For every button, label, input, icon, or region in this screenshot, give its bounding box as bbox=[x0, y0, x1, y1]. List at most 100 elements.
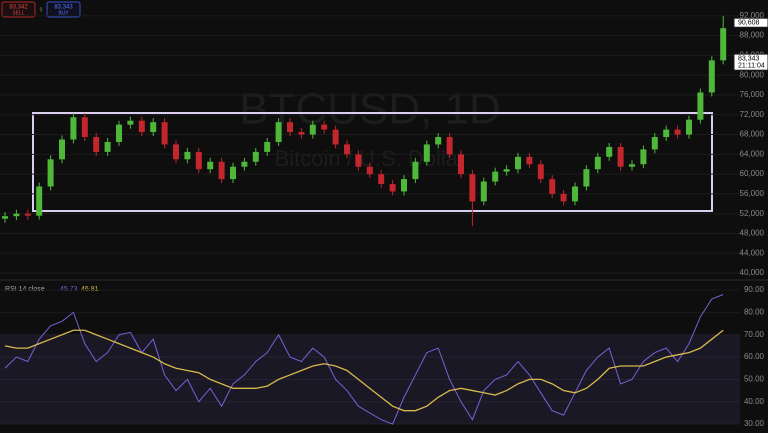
candle-body bbox=[708, 60, 715, 93]
spread: 0 bbox=[40, 7, 43, 13]
candle-body bbox=[298, 132, 305, 135]
candle-body bbox=[241, 161, 248, 167]
rsi-band bbox=[0, 334, 740, 425]
candle-body bbox=[321, 124, 328, 130]
candle-body bbox=[287, 122, 293, 133]
candle-body bbox=[355, 154, 362, 167]
sell-button[interactable]: 83,342 SELL bbox=[1, 1, 36, 18]
price-tag bbox=[733, 53, 768, 71]
candle-body bbox=[423, 144, 430, 162]
watermark-symbol: BTCUSD, 1D bbox=[239, 85, 501, 134]
y-tick-label: 90.00 bbox=[744, 285, 765, 294]
candle-body bbox=[697, 92, 704, 120]
candle-body bbox=[138, 120, 145, 133]
sell-price[interactable]: 83,342 bbox=[9, 5, 28, 11]
y-tick-label: 48,000 bbox=[740, 229, 765, 238]
y-tick-label: 80.00 bbox=[744, 307, 765, 316]
candle-body bbox=[127, 120, 134, 125]
rsi-ma-readout: 46.81 bbox=[81, 286, 99, 293]
candle-body bbox=[515, 156, 521, 170]
rsi-title: RSI 14 close bbox=[5, 286, 45, 293]
y-tick-label: 72,000 bbox=[740, 110, 765, 119]
candle-body bbox=[583, 169, 590, 187]
price-tag-label: 83,343 bbox=[738, 56, 760, 63]
candle-body bbox=[412, 161, 419, 180]
candle-body bbox=[594, 156, 601, 170]
candle-body bbox=[366, 166, 373, 175]
candle-body bbox=[560, 193, 567, 202]
y-tick-label: 76,000 bbox=[740, 90, 765, 99]
sell-label[interactable]: SELL bbox=[12, 10, 24, 16]
y-tick-label: 80,000 bbox=[740, 70, 765, 79]
candle-body bbox=[378, 174, 385, 185]
candle-body bbox=[13, 213, 20, 217]
candle-body bbox=[640, 149, 647, 165]
candle-body bbox=[264, 141, 271, 152]
candle-body bbox=[252, 151, 259, 162]
y-tick-label: 50.00 bbox=[744, 375, 765, 384]
candle-body bbox=[150, 122, 157, 133]
candle-body bbox=[47, 159, 54, 187]
candle-body bbox=[161, 122, 168, 145]
candle-body bbox=[401, 179, 407, 192]
range-rectangle bbox=[32, 112, 713, 212]
candle-body bbox=[572, 186, 578, 202]
y-tick-label: 60.00 bbox=[744, 352, 765, 361]
buy-price[interactable]: 83,343 bbox=[54, 5, 73, 11]
buy-button[interactable]: 83,343 BUY bbox=[46, 1, 81, 18]
candle-body bbox=[195, 151, 202, 170]
candle-body bbox=[36, 186, 43, 216]
price-tag-time: 21:11:04 bbox=[738, 63, 765, 70]
candle-body bbox=[435, 137, 442, 145]
candle-body bbox=[184, 151, 191, 160]
y-tick-label: 40,000 bbox=[740, 268, 765, 277]
y-tick-label: 70.00 bbox=[744, 330, 765, 339]
candle-body bbox=[70, 117, 77, 140]
candle-body bbox=[389, 184, 396, 192]
candle-body bbox=[537, 164, 544, 180]
candle-body bbox=[104, 141, 111, 152]
candle-body bbox=[549, 179, 556, 194]
candle-body bbox=[446, 137, 453, 155]
y-tick-label: 40.00 bbox=[744, 397, 765, 406]
candle-body bbox=[617, 146, 624, 167]
y-tick-label: 60,000 bbox=[740, 169, 765, 178]
candle-body bbox=[207, 161, 214, 170]
candle-body bbox=[59, 139, 65, 160]
candle-body bbox=[93, 137, 100, 152]
candle-body bbox=[458, 154, 464, 175]
rsi-line bbox=[4, 329, 724, 412]
y-tick-label: 64,000 bbox=[740, 149, 765, 158]
y-tick-label: 30.00 bbox=[744, 419, 765, 428]
candle-body bbox=[116, 124, 122, 142]
candle-body bbox=[503, 169, 510, 172]
y-tick-label: 56,000 bbox=[740, 189, 765, 198]
y-tick-label: 44,000 bbox=[740, 248, 765, 257]
candle-body bbox=[651, 137, 658, 150]
candle-body bbox=[686, 119, 692, 135]
candle-body bbox=[81, 117, 88, 138]
candle-body bbox=[492, 171, 499, 182]
candle-body bbox=[2, 216, 8, 219]
sell-box[interactable] bbox=[1, 1, 36, 18]
candle-body bbox=[275, 122, 282, 142]
candle-body bbox=[230, 166, 236, 180]
candle-body bbox=[526, 156, 533, 165]
candle-body bbox=[332, 129, 339, 145]
candle-body bbox=[663, 129, 670, 138]
rsi-line bbox=[4, 294, 724, 425]
candle-body bbox=[480, 181, 487, 202]
candle-body bbox=[720, 28, 727, 61]
y-tick-label: 92,000 bbox=[740, 11, 765, 20]
candle-body bbox=[173, 144, 179, 160]
candle-body bbox=[344, 144, 350, 155]
price-tag bbox=[733, 17, 768, 28]
y-tick-label: 52,000 bbox=[740, 209, 765, 218]
candle-body bbox=[606, 146, 613, 157]
buy-label[interactable]: BUY bbox=[58, 10, 69, 16]
rsi-readout: 45.73 bbox=[60, 286, 78, 293]
candle-body bbox=[309, 124, 316, 135]
buy-box[interactable] bbox=[46, 1, 81, 18]
